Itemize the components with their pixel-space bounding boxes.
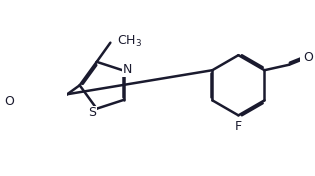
Text: F: F xyxy=(235,120,242,133)
Text: O: O xyxy=(4,95,14,108)
Text: CH$_3$: CH$_3$ xyxy=(117,34,142,49)
Text: S: S xyxy=(89,106,97,119)
Text: O: O xyxy=(303,51,313,64)
Text: N: N xyxy=(122,63,132,76)
